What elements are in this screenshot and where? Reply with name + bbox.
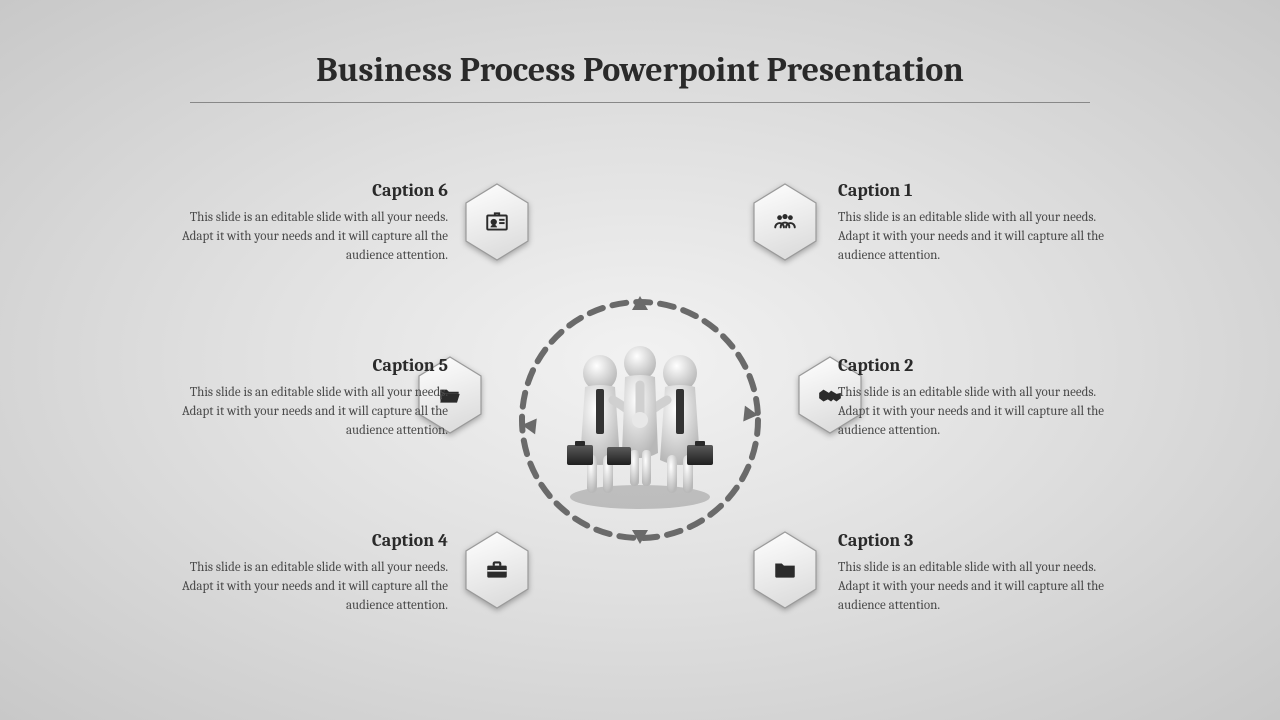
caption-title-2: Caption 2 xyxy=(838,355,1118,376)
center-figures-image xyxy=(545,325,735,515)
caption-title-3: Caption 3 xyxy=(838,530,1118,551)
center-circle-group xyxy=(510,290,770,550)
people-icon xyxy=(772,209,798,235)
caption-desc-1: This slide is an editable slide with all… xyxy=(838,209,1118,266)
caption-desc-4: This slide is an editable slide with all… xyxy=(168,559,448,616)
hexagon-1 xyxy=(750,182,820,262)
caption-block-5: Caption 5 This slide is an editable slid… xyxy=(168,355,448,441)
folder-solid-icon xyxy=(772,557,798,583)
caption-block-6: Caption 6 This slide is an editable slid… xyxy=(168,180,448,266)
id-card-icon xyxy=(484,209,510,235)
caption-desc-5: This slide is an editable slide with all… xyxy=(168,384,448,441)
caption-title-1: Caption 1 xyxy=(838,180,1118,201)
briefcase-icon xyxy=(484,557,510,583)
caption-block-3: Caption 3 This slide is an editable slid… xyxy=(838,530,1118,616)
caption-desc-3: This slide is an editable slide with all… xyxy=(838,559,1118,616)
hexagon-3 xyxy=(750,530,820,610)
caption-title-5: Caption 5 xyxy=(168,355,448,376)
slide-title: Business Process Powerpoint Presentation xyxy=(190,50,1090,103)
caption-title-6: Caption 6 xyxy=(168,180,448,201)
hexagon-4 xyxy=(462,530,532,610)
caption-block-4: Caption 4 This slide is an editable slid… xyxy=(168,530,448,616)
caption-desc-2: This slide is an editable slide with all… xyxy=(838,384,1118,441)
caption-title-4: Caption 4 xyxy=(168,530,448,551)
caption-block-1: Caption 1 This slide is an editable slid… xyxy=(838,180,1118,266)
caption-block-2: Caption 2 This slide is an editable slid… xyxy=(838,355,1118,441)
hexagon-6 xyxy=(462,182,532,262)
caption-desc-6: This slide is an editable slide with all… xyxy=(168,209,448,266)
